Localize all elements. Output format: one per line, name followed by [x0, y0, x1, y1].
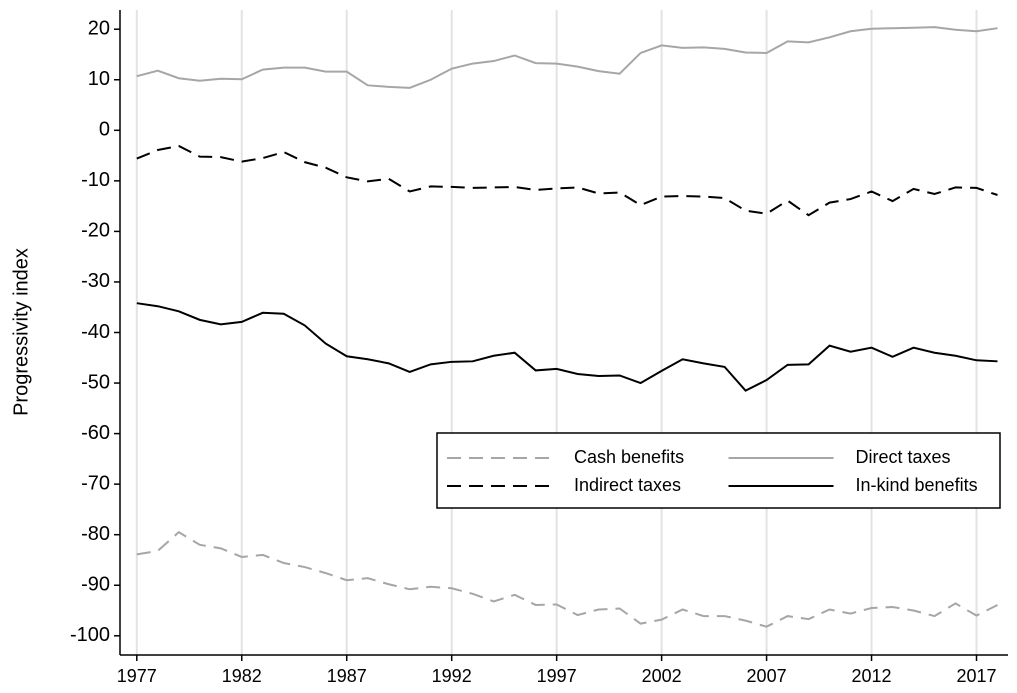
legend-label: Indirect taxes	[574, 475, 681, 495]
x-tick-label: 1987	[327, 666, 367, 686]
y-tick-label: -100	[70, 624, 110, 646]
y-tick-label: 0	[99, 119, 110, 141]
legend-label: Cash benefits	[574, 447, 684, 467]
x-tick-label: 2002	[642, 666, 682, 686]
y-tick-label: -10	[81, 169, 110, 191]
y-tick-label: 20	[88, 17, 110, 39]
y-tick-label: 10	[88, 68, 110, 90]
x-tick-label: 2017	[956, 666, 996, 686]
y-tick-label: -90	[81, 574, 110, 596]
series-line	[136, 302, 998, 392]
y-tick-label: -20	[81, 220, 110, 242]
y-tick-label: -50	[81, 371, 110, 393]
y-tick-label: -40	[81, 321, 110, 343]
x-tick-label: 1977	[117, 666, 157, 686]
x-tick-label: 1982	[222, 666, 262, 686]
series-line	[136, 26, 998, 89]
y-tick-label: -70	[81, 472, 110, 494]
y-tick-label: -80	[81, 523, 110, 545]
legend-label: Direct taxes	[856, 447, 951, 467]
legend-box	[436, 432, 1001, 509]
y-tick-label: -30	[81, 270, 110, 292]
x-tick-label: 1997	[537, 666, 577, 686]
x-tick-label: 2012	[852, 666, 892, 686]
x-tick-label: 1992	[432, 666, 472, 686]
y-axis-label: Progressivity index	[10, 248, 32, 416]
x-tick-label: 2007	[747, 666, 787, 686]
series-line	[136, 144, 998, 217]
y-tick-label: -60	[81, 422, 110, 444]
legend-label: In-kind benefits	[856, 475, 978, 495]
series-line	[136, 530, 998, 628]
